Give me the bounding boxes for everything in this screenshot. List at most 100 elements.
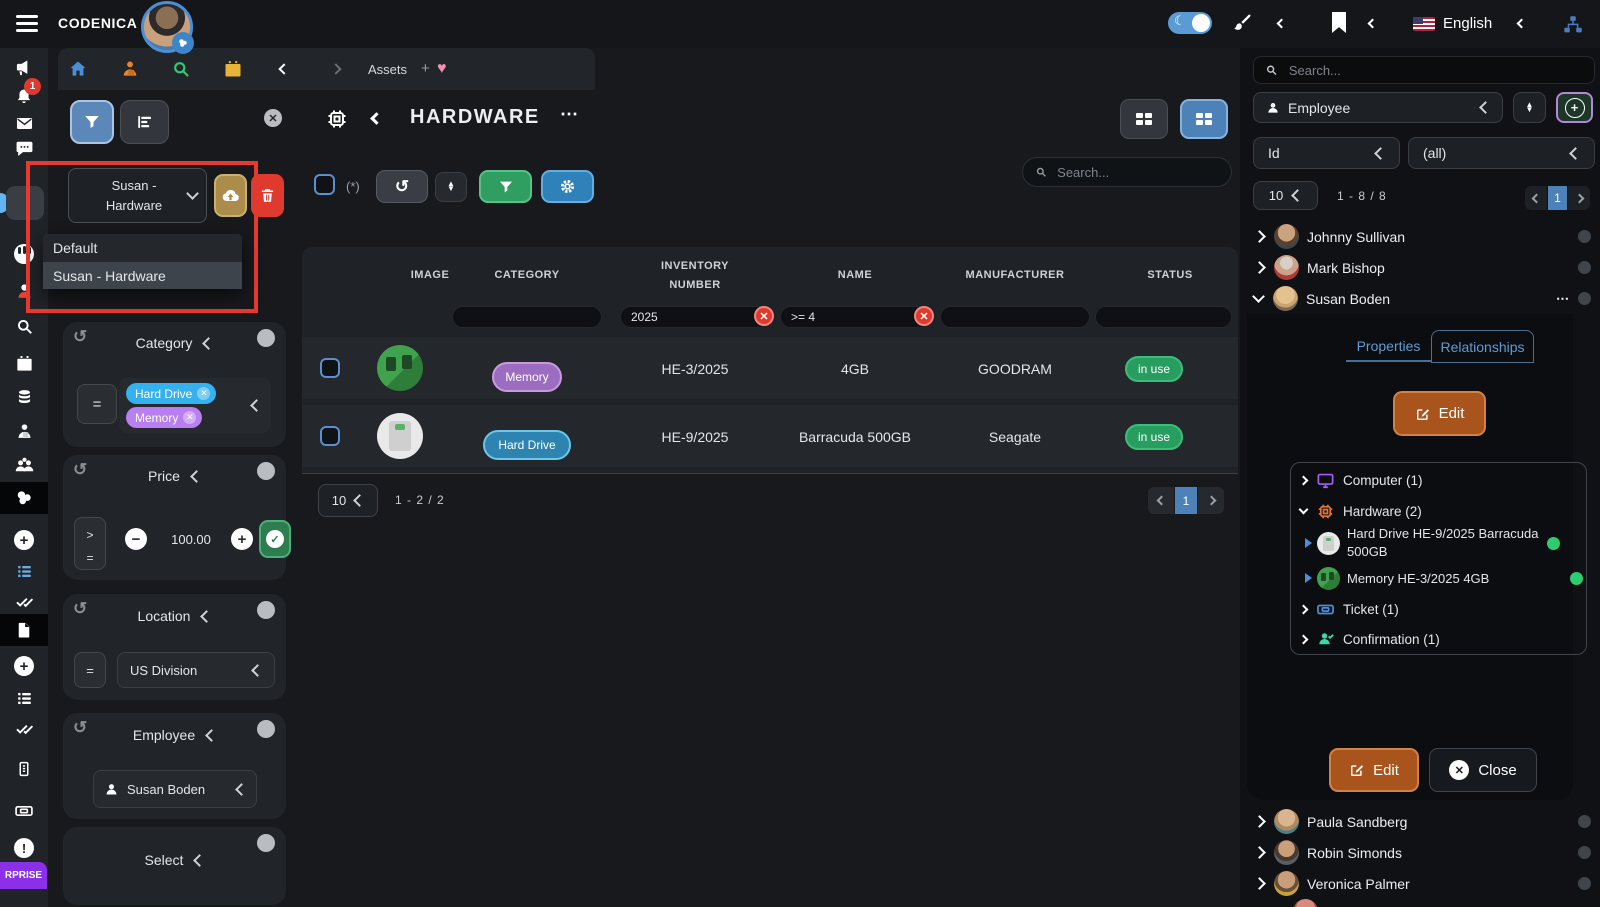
person-row-susan[interactable]: Susan Boden ⋯: [1247, 283, 1600, 314]
chip-remove-icon[interactable]: ✕: [197, 387, 211, 400]
location-close-icon[interactable]: [257, 601, 275, 619]
collapse-chevron-icon[interactable]: [1298, 504, 1309, 515]
expand-chevron-icon[interactable]: [1253, 261, 1266, 274]
col-header-name[interactable]: NAME: [837, 269, 873, 281]
hamburger-menu-icon[interactable]: [16, 15, 38, 32]
price-operator[interactable]: > =: [74, 517, 106, 570]
sort-field-select[interactable]: Id: [1253, 137, 1400, 169]
panel-search-input[interactable]: [1286, 61, 1583, 79]
price-decrement-button[interactable]: −: [125, 528, 147, 550]
database-icon[interactable]: [13, 386, 35, 408]
preset-option-default[interactable]: Default: [53, 240, 98, 256]
tree-leaf-hard-drive[interactable]: Hard Drive HE-9/2025 Barracuda 500GB: [1305, 524, 1583, 562]
search-module-icon[interactable]: [170, 58, 192, 80]
theme-toggle[interactable]: ☾: [1168, 12, 1212, 34]
pager-next-button[interactable]: [1198, 487, 1224, 514]
sidebar-search-icon[interactable]: [13, 315, 35, 337]
detail-edit-button-top[interactable]: Edit: [1393, 391, 1486, 436]
col-filter-name[interactable]: ✕: [780, 306, 934, 328]
select-close-icon[interactable]: [257, 834, 275, 852]
chip-remove-icon[interactable]: ✕: [183, 411, 197, 424]
breadcrumb-add-button[interactable]: +: [421, 60, 430, 77]
employee-select[interactable]: Susan Boden: [93, 770, 257, 808]
tab-properties[interactable]: Properties: [1346, 331, 1431, 362]
favorite-heart-icon[interactable]: ♥: [437, 60, 447, 77]
col-header-image[interactable]: IMAGE: [410, 269, 450, 281]
filter-view-button[interactable]: [70, 100, 114, 144]
filter-stages-button[interactable]: [120, 100, 169, 144]
employee-box-icon[interactable]: [13, 420, 35, 442]
row-checkbox[interactable]: [320, 358, 340, 378]
panel-search[interactable]: [1253, 56, 1595, 84]
tree-node-ticket[interactable]: Ticket (1): [1296, 598, 1576, 620]
panel-pager-page-1[interactable]: 1: [1548, 186, 1567, 210]
tree-node-hardware[interactable]: Hardware (2): [1296, 500, 1576, 522]
panel-page-size-select[interactable]: 10: [1253, 181, 1318, 210]
chevron-left-icon[interactable]: [250, 399, 263, 412]
page-size-select[interactable]: 10: [318, 484, 378, 517]
col-header-category[interactable]: CATEGORY: [494, 269, 560, 281]
entity-sort-button[interactable]: ▲ ▼: [1513, 92, 1546, 123]
add-entity-button[interactable]: +: [1556, 92, 1593, 123]
clear-filter-icon[interactable]: ✕: [754, 306, 774, 326]
leaf-triangle-icon[interactable]: [1305, 538, 1312, 548]
price-increment-button[interactable]: +: [231, 528, 253, 550]
ticket-sidebar-icon[interactable]: [13, 800, 35, 822]
teams-icon[interactable]: [12, 454, 36, 476]
reset-icon[interactable]: ↺: [73, 460, 88, 479]
add-circle-icon-1[interactable]: +: [14, 530, 34, 550]
select-all-checkbox[interactable]: [314, 174, 335, 195]
row-image-memory[interactable]: [377, 345, 423, 391]
col-filter-category[interactable]: [452, 306, 621, 328]
chevron-left-icon[interactable]: [200, 609, 214, 623]
detail-edit-button-bottom[interactable]: Edit: [1329, 748, 1419, 792]
device-remote-icon[interactable]: [13, 758, 35, 780]
table-reset-button[interactable]: ↺: [376, 170, 428, 203]
category-operator[interactable]: =: [77, 384, 117, 424]
tab-relationships[interactable]: Relationships: [1431, 330, 1534, 363]
announcements-icon[interactable]: [13, 57, 35, 79]
table-filter-button[interactable]: [479, 170, 532, 203]
filter-panel-close-icon[interactable]: ✕: [264, 109, 282, 127]
tree-node-confirmation[interactable]: Confirmation (1): [1296, 628, 1576, 650]
pager-prev-button[interactable]: [1148, 487, 1174, 514]
expand-chevron-icon[interactable]: [1298, 634, 1309, 644]
person-row-johnny[interactable]: Johnny Sullivan: [1247, 221, 1600, 252]
home-icon[interactable]: [67, 58, 89, 80]
filter-preset-select[interactable]: Susan - Hardware: [68, 168, 207, 223]
preset-save-button[interactable]: [214, 174, 247, 217]
row-more-icon[interactable]: ⋯: [1556, 290, 1570, 306]
table-search[interactable]: [1022, 157, 1232, 187]
page-more-icon[interactable]: ⋯: [560, 104, 579, 124]
double-check-icon-2[interactable]: [13, 717, 35, 739]
price-apply-button[interactable]: ✓: [259, 520, 291, 558]
chevron-left-icon[interactable]: [202, 336, 216, 350]
employees-module-icon[interactable]: [119, 58, 141, 80]
location-select[interactable]: US Division: [117, 652, 275, 688]
alert-circle-icon[interactable]: !: [14, 838, 34, 858]
person-row-robin[interactable]: Robin Simonds: [1247, 837, 1600, 868]
org-structure-icon[interactable]: [1562, 14, 1584, 36]
expand-chevron-icon[interactable]: [1253, 846, 1266, 859]
expand-chevron-icon[interactable]: [1253, 877, 1266, 890]
price-close-icon[interactable]: [257, 462, 275, 480]
view-grid-active-button[interactable]: [1180, 99, 1228, 139]
double-check-icon-1[interactable]: [13, 590, 35, 612]
entity-select[interactable]: Employee: [1253, 92, 1503, 123]
col-header-manufacturer[interactable]: MANUFACTURER: [965, 269, 1065, 281]
price-value[interactable]: 100.00: [171, 531, 211, 547]
mail-icon[interactable]: [13, 112, 35, 134]
theme-brush-icon[interactable]: [1232, 12, 1254, 34]
chevron-left-icon[interactable]: [190, 469, 203, 483]
col-filter-inventory[interactable]: ✕: [620, 306, 774, 328]
tree-leaf-memory[interactable]: Memory HE-3/2025 4GB: [1305, 566, 1583, 590]
detail-close-button[interactable]: ✕ Close: [1429, 748, 1537, 792]
panel-filter-select[interactable]: (all): [1408, 137, 1595, 169]
reset-icon[interactable]: ↺: [73, 599, 88, 618]
preset-option-susan-hardware[interactable]: Susan - Hardware: [43, 262, 242, 289]
table-search-input[interactable]: [1055, 163, 1219, 181]
person-row-paula[interactable]: Paula Sandberg: [1247, 806, 1600, 837]
table-row[interactable]: [302, 405, 1238, 467]
leaf-triangle-icon[interactable]: [1305, 573, 1312, 583]
expand-chevron-icon[interactable]: [1298, 475, 1309, 485]
